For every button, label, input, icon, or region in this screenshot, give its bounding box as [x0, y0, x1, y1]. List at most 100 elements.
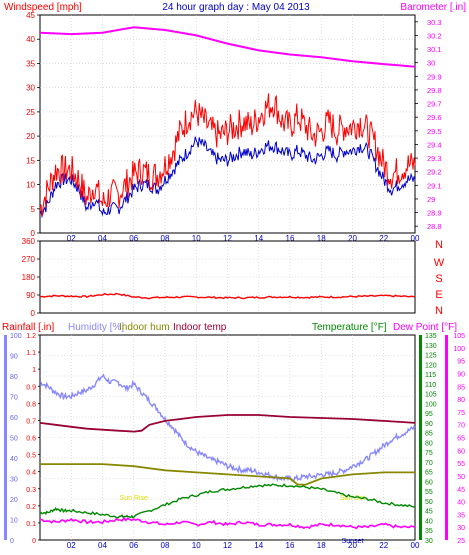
humidity-tick-label: 30 [10, 477, 18, 484]
rain-tick-label: 0.3 [26, 487, 36, 494]
legend-item: Humidity [%] [68, 322, 124, 333]
sunrise-label: Sun Rise [120, 495, 149, 502]
humidity-axis-bar [4, 335, 7, 540]
dewpoint-axis-bar [445, 335, 448, 540]
humidity-tick-label: 60 [10, 415, 18, 422]
x-tick-label: 20 [348, 234, 357, 243]
dewpoint-tick-label: 100 [453, 346, 465, 353]
rain-tick-label: 0.7 [26, 418, 36, 425]
right-axis-label: Barometer [.in] [400, 2, 466, 13]
left-tick-label: 15 [26, 156, 35, 165]
humidity-tick-label: 70 [10, 395, 18, 402]
series-humidity [39, 373, 416, 483]
left-tick-label: 10 [26, 181, 35, 190]
temperature-tick-label: 100 [425, 401, 437, 408]
temperature-tick-label: 70 [425, 460, 433, 467]
dewpoint-tick-label: 90 [457, 371, 465, 378]
compass-label: S [435, 273, 442, 285]
temperature-tick-label: 110 [425, 382, 436, 389]
sunset-label: Sun Set [340, 495, 365, 502]
x-tick-label: 12 [223, 541, 232, 550]
right-tick-label: 29.7 [427, 100, 442, 109]
rain-tick-label: 1.2 [26, 333, 36, 340]
x-tick-label: 06 [129, 541, 138, 550]
dewpoint-tick-label: 40 [457, 500, 465, 507]
temperature-tick-label: 60 [425, 479, 433, 486]
left-tick-label: 5 [31, 205, 36, 214]
x-tick-label: 02 [67, 541, 76, 550]
direction-tick-label: 180 [22, 273, 36, 282]
right-tick-label: 28.8 [427, 222, 442, 231]
rain-tick-label: 1.1 [26, 350, 36, 357]
direction-tick-label: 90 [26, 291, 35, 300]
dewpoint-tick-label: 75 [457, 410, 465, 417]
rain-tick-label: 1 [32, 367, 36, 374]
x-tick-label: 22 [379, 234, 388, 243]
x-tick-label: 00 [411, 541, 420, 550]
compass-label: E [435, 289, 442, 301]
dewpoint-tick-label: 70 [457, 423, 465, 430]
right-tick-label: 29.5 [427, 127, 442, 136]
direction-tick-label: 270 [22, 255, 36, 264]
left-tick-label: 0 [31, 229, 36, 238]
legend-item: Rainfall [.in] [2, 322, 54, 333]
legend-item: Dew Point [°F] [393, 322, 457, 333]
humidity-tick-label: 90 [10, 354, 18, 361]
temperature-tick-label: 40 [425, 518, 433, 525]
humidity-tick-label: 0 [10, 538, 14, 545]
dewpoint-tick-label: 45 [457, 487, 465, 494]
temperature-tick-label: 80 [425, 440, 433, 447]
x-tick-label: 20 [348, 541, 357, 550]
right-tick-label: 29 [427, 195, 435, 204]
series-dew-point [39, 516, 416, 530]
x-tick-label: 04 [98, 234, 107, 243]
legend-item: Indoor hum [119, 322, 170, 333]
temperature-tick-label: 75 [425, 450, 433, 457]
legend-item: Indoor temp [173, 322, 227, 333]
humidity-tick-label: 100 [10, 333, 22, 340]
dewpoint-tick-label: 105 [453, 333, 465, 340]
series-wind-direction [39, 292, 416, 300]
temperature-tick-label: 95 [425, 411, 433, 418]
left-tick-label: 30 [26, 84, 35, 93]
rain-tick-label: 0.5 [26, 453, 36, 460]
right-tick-label: 29.3 [427, 154, 442, 163]
sunset-tick-label: Sunset [342, 538, 364, 545]
temperature-tick-label: 130 [425, 343, 437, 350]
x-tick-label: 10 [192, 541, 201, 550]
humidity-tick-label: 80 [10, 374, 18, 381]
temperature-tick-label: 105 [425, 392, 437, 399]
x-tick-label: 18 [317, 234, 326, 243]
temperature-tick-label: 35 [425, 528, 433, 535]
compass-label: N [435, 239, 443, 251]
right-tick-label: 30.2 [427, 31, 442, 40]
direction-tick-label: 360 [22, 237, 36, 246]
x-tick-label: 16 [286, 234, 295, 243]
right-tick-label: 28.9 [427, 209, 442, 218]
x-tick-label: 00 [411, 234, 420, 243]
humidity-tick-label: 40 [10, 456, 18, 463]
temperature-tick-label: 90 [425, 421, 433, 428]
x-tick-label: 14 [254, 541, 263, 550]
rain-tick-label: 0 [32, 538, 36, 545]
dewpoint-tick-label: 50 [457, 474, 465, 481]
x-tick-label: 08 [161, 234, 170, 243]
temperature-tick-label: 65 [425, 470, 433, 477]
temperature-tick-label: 115 [425, 372, 436, 379]
dewpoint-tick-label: 60 [457, 448, 465, 455]
left-tick-label: 35 [26, 59, 35, 68]
legend-item: Temperature [°F] [312, 322, 387, 333]
temperature-tick-label: 120 [425, 362, 437, 369]
temperature-tick-label: 45 [425, 509, 433, 516]
x-tick-label: 08 [161, 541, 170, 550]
x-tick-label: 22 [379, 541, 388, 550]
right-tick-label: 29.1 [427, 181, 442, 190]
dewpoint-tick-label: 80 [457, 397, 465, 404]
x-tick-label: 10 [192, 234, 201, 243]
left-tick-label: 25 [26, 108, 35, 117]
left-axis-label: Windspeed [mph] [4, 2, 82, 13]
rain-tick-label: 0.8 [26, 401, 36, 408]
temperature-tick-label: 30 [425, 538, 433, 545]
dewpoint-tick-label: 30 [457, 525, 465, 532]
